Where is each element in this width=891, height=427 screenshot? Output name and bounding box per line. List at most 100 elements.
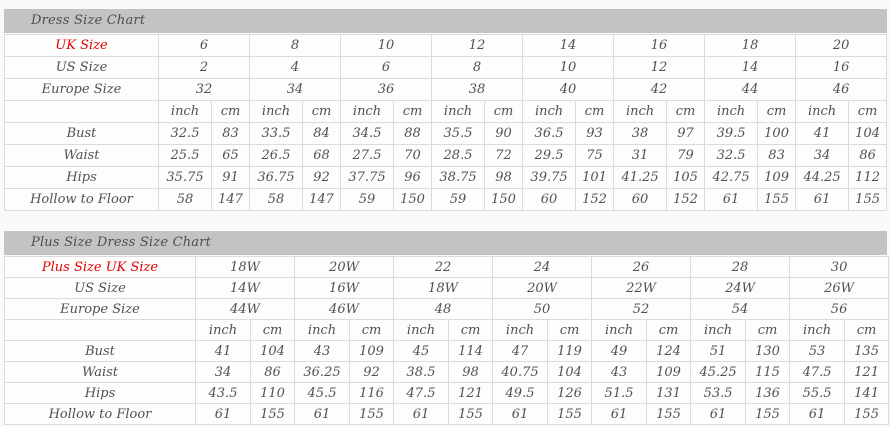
size-cell: 2	[158, 56, 250, 79]
measure-inch-cell: 31	[613, 144, 668, 167]
size-cell: 12	[431, 34, 524, 57]
measure-inch-cell: 38.75	[431, 166, 486, 189]
measure-cm-cell: 109	[757, 166, 797, 189]
measure-inch-cell: 59	[340, 188, 394, 211]
measure-cm-cell: 91	[211, 166, 250, 189]
size-row: Europe Size 44W 46W 48 50 52 54 56	[4, 298, 890, 320]
unit-inch-header: inch	[613, 100, 668, 123]
plus-size-chart-title: Plus Size Dress Size Chart	[4, 231, 887, 255]
size-row: US Size 14W 16W 18W 20W 22W 24W 26W	[4, 277, 890, 299]
measure-cm-cell: 130	[745, 340, 791, 362]
measure-inch-cell: 25.5	[158, 144, 212, 167]
measure-inch-cell: 61	[690, 403, 747, 425]
size-cell: 24	[492, 256, 593, 278]
measure-row: Waist 25.5 65 26.5 68 27.5 70 28.5 72 29.5 75 31 79 3…	[4, 144, 888, 167]
measure-cm-cell: 135	[844, 340, 890, 362]
measure-cm-cell: 155	[844, 403, 890, 425]
size-cell: 6	[339, 56, 433, 79]
measure-cm-cell: 97	[666, 122, 706, 145]
measure-inch-cell: 32.5	[704, 144, 759, 167]
measure-cm-cell: 155	[447, 403, 494, 425]
measure-cm-cell: 109	[646, 361, 692, 383]
measure-inch-cell: 43.5	[195, 382, 251, 404]
measure-inch-cell: 41	[195, 340, 251, 362]
unit-cm-header: cm	[575, 100, 615, 123]
measure-inch-cell: 43	[294, 340, 350, 362]
measure-row: Hips 43.5 110 45.5 116 47.5 121 49.5 126 51.5 131 5…	[4, 382, 890, 404]
measure-inch-cell: 47.5	[789, 361, 846, 383]
unit-inch-header: inch	[431, 100, 486, 123]
size-cell: 20W	[294, 256, 394, 278]
measure-inch-cell: 28.5	[431, 144, 486, 167]
measure-cm-cell: 92	[302, 166, 341, 189]
measure-inch-cell: 35.75	[158, 166, 212, 189]
measure-row: Waist 34 86 36.25 92 38.5 98 40.75 104 43 109 45.25…	[4, 361, 890, 383]
size-row-label: US Size	[4, 56, 159, 79]
unit-inch-header: inch	[294, 319, 350, 341]
measure-inch-cell: 61	[789, 403, 846, 425]
measure-cm-cell: 155	[646, 403, 692, 425]
measure-row-label: Hips	[4, 382, 196, 404]
size-cell: 44	[704, 78, 797, 101]
size-row: US Size 2 4 6 8 10 12 14 16	[4, 56, 888, 79]
size-cell: 18W	[392, 277, 494, 299]
size-cell: 34	[249, 78, 341, 101]
measure-inch-cell: 39.5	[704, 122, 759, 145]
measure-inch-cell: 34	[195, 361, 251, 383]
measure-cm-cell: 101	[575, 166, 615, 189]
unit-inch-header: inch	[249, 100, 303, 123]
measure-cm-cell: 83	[211, 122, 250, 145]
measure-inch-cell: 34.5	[340, 122, 394, 145]
measure-inch-cell: 53	[789, 340, 846, 362]
size-cell: 44W	[195, 298, 295, 320]
measure-row-label: Hollow to Floor	[4, 403, 196, 425]
measure-inch-cell: 51.5	[591, 382, 648, 404]
size-cell: 46W	[294, 298, 394, 320]
measure-cm-cell: 68	[302, 144, 341, 167]
measure-cm-cell: 100	[757, 122, 797, 145]
measure-inch-cell: 61	[294, 403, 350, 425]
measure-row-label: Bust	[4, 122, 159, 145]
measure-cm-cell: 121	[844, 361, 890, 383]
measure-inch-cell: 38	[613, 122, 668, 145]
measure-inch-cell: 58	[158, 188, 212, 211]
measure-inch-cell: 51	[690, 340, 747, 362]
measure-inch-cell: 47	[492, 340, 549, 362]
size-cell: 8	[249, 34, 341, 57]
unit-inch-header: inch	[789, 319, 846, 341]
size-cell: 10	[522, 56, 615, 79]
unit-inch-header: inch	[158, 100, 212, 123]
size-row-label: UK Size	[4, 34, 159, 57]
unit-header-row: inch cm inch cm inch cm inch cm inch cm inch cm inch…	[4, 319, 890, 341]
size-cell: 26	[591, 256, 692, 278]
size-cell: 16W	[294, 277, 394, 299]
size-row-label: Plus Size UK Size	[4, 256, 196, 278]
unit-cm-header: cm	[484, 100, 524, 123]
size-cell: 48	[392, 298, 494, 320]
dress-size-table: UK Size 6 8 10 12 14 16 18 20 US Size 2 4 6 8 10 12 14 16…	[4, 34, 888, 211]
size-row-label: US Size	[4, 277, 196, 299]
size-cell: 54	[690, 298, 791, 320]
measure-row: Bust 41 104 43 109 45 114 47 119 49 124 51 130 53 135	[4, 340, 890, 362]
measure-cm-cell: 119	[547, 340, 593, 362]
measure-inch-cell: 29.5	[522, 144, 577, 167]
size-cell: 40	[522, 78, 615, 101]
measure-cm-cell: 104	[848, 122, 888, 145]
unit-cm-header: cm	[447, 319, 494, 341]
size-cell: 24W	[690, 277, 791, 299]
size-cell: 14W	[195, 277, 295, 299]
measure-inch-cell: 44.25	[795, 166, 850, 189]
measure-cm-cell: 72	[484, 144, 524, 167]
size-row: Plus Size UK Size 18W 20W 22 24 26 28 30	[4, 256, 890, 278]
measure-cm-cell: 115	[745, 361, 791, 383]
measure-inch-cell: 39.75	[522, 166, 577, 189]
size-cell: 38	[431, 78, 524, 101]
measure-cm-cell: 96	[392, 166, 433, 189]
unit-inch-header: inch	[795, 100, 850, 123]
measure-cm-cell: 155	[757, 188, 797, 211]
measure-cm-cell: 155	[848, 188, 888, 211]
size-cell: 4	[249, 56, 341, 79]
measure-inch-cell: 60	[522, 188, 577, 211]
measure-row: Hollow to Floor 58 147 58 147 59 150 59 150 60 152…	[4, 188, 888, 211]
size-cell: 28	[690, 256, 791, 278]
